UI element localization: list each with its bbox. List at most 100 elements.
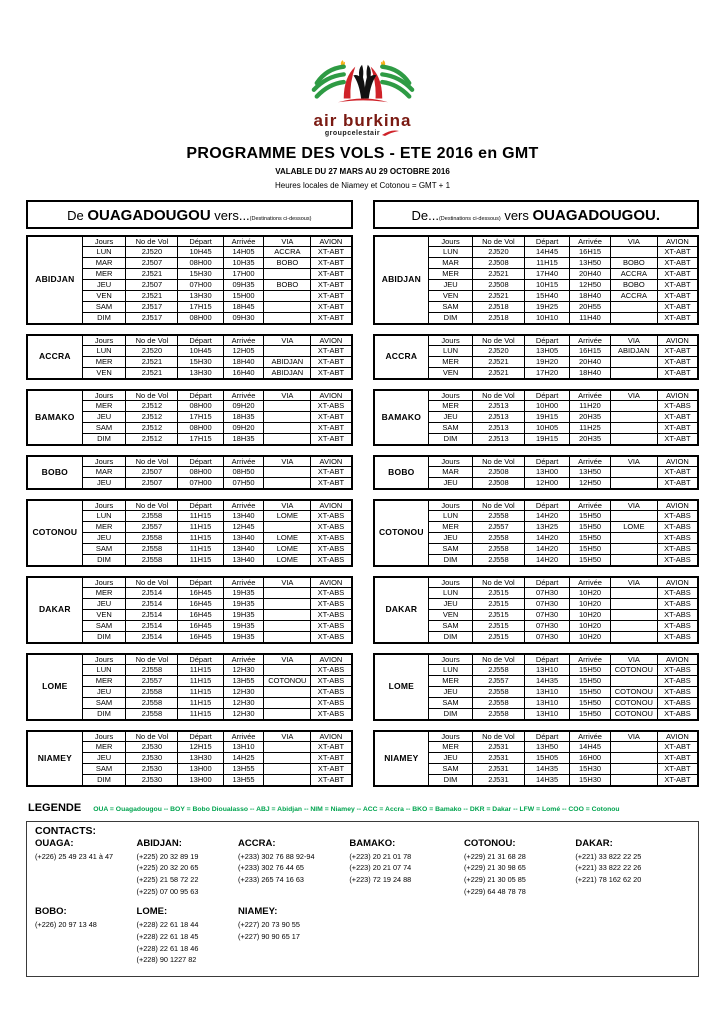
- inbound-table-niamey: NIAMEY Jours No de Vol Départ Arrivée VIA AVIO…: [372, 729, 699, 787]
- column-header: Départ: [177, 653, 224, 665]
- flight-cell: 20H40: [569, 356, 611, 368]
- flight-row: MAR 2J508 13H00 13H50 XT-ABT: [374, 466, 699, 478]
- flight-cell: 14H45: [523, 246, 571, 258]
- flight-cell: 08H00: [177, 257, 224, 269]
- flight-cell: [609, 246, 658, 258]
- flight-cell: 19H15: [523, 411, 571, 423]
- flight-cell: 2J517: [125, 301, 179, 313]
- flight-cell: XT-ABT: [656, 312, 699, 324]
- flight-cell: 12H30: [222, 686, 265, 698]
- flight-cell: JEU: [81, 752, 127, 764]
- flight-cell: 12H50: [569, 477, 611, 489]
- flight-cell: 2J558: [125, 543, 179, 555]
- flight-row: LUN 2J520 13H05 16H15 ABIDJAN XT-ABT: [374, 345, 699, 357]
- flight-cell: 11H15: [177, 697, 224, 709]
- flight-cell: LUN: [81, 246, 127, 258]
- flight-cell: BOBO: [263, 257, 312, 269]
- flight-cell: 07H50: [222, 477, 265, 489]
- contact-phone-number: (+229) 21 30 05 85: [464, 874, 526, 884]
- flight-cell: COTONOU: [609, 686, 658, 698]
- column-header: Arrivée: [569, 653, 611, 665]
- flight-row: JEU 2J530 13H30 14H25 XT-ABT: [27, 752, 352, 764]
- contact-phone-number: (+225) 07 00 95 63: [136, 886, 199, 896]
- schedule-table-cotonou: COTONOU Jours No de Vol Départ Arrivée VIA AVI…: [26, 498, 353, 567]
- flight-cell: 2J521: [125, 367, 179, 379]
- flight-cell: 13H55: [222, 774, 265, 786]
- schedule-table-cotonou: COTONOU Jours No de Vol Départ Arrivée VIA AVI…: [372, 498, 699, 567]
- flight-cell: 19H35: [222, 631, 265, 643]
- flight-cell: 2J520: [471, 246, 525, 258]
- flight-cell: MAR: [81, 257, 127, 269]
- contact-phone-number: (+221) 33 822 22 25: [575, 851, 642, 861]
- heading-text: De: [67, 207, 88, 223]
- inbound-table-abidjan: ABIDJAN Jours No de Vol Départ Arrivée VIA AVI…: [372, 234, 699, 325]
- outbound-table-lome: LOME Jours No de Vol Départ Arrivée VIA AVION L…: [26, 652, 353, 721]
- flight-cell: JEU: [81, 598, 127, 610]
- contact-block: ACCRA: (+233) 302 76 88 92-94 (+233) 302 7…: [238, 838, 349, 898]
- flight-cell: MAR: [428, 257, 473, 269]
- flight-row: VEN 2J514 16H45 19H35 XT-ABS: [27, 609, 352, 621]
- column-header: Jours: [428, 730, 473, 742]
- flight-cell: JEU: [81, 279, 127, 291]
- twin-horses-wings-icon: [311, 60, 414, 103]
- outbound-column: De OUAGADOUGOU vers... (Destinations ci-d…: [26, 199, 353, 796]
- column-header: No de Vol: [125, 576, 179, 588]
- column-header: No de Vol: [125, 499, 179, 511]
- flight-cell: DIM: [81, 774, 127, 786]
- flight-cell: XT-ABS: [310, 620, 352, 632]
- flight-cell: XT-ABT: [656, 356, 699, 368]
- flight-cell: 07H00: [177, 477, 224, 489]
- flight-cell: 07H30: [523, 587, 571, 599]
- destination-label: COTONOU: [26, 499, 83, 566]
- flight-cell: 08H00: [177, 422, 224, 434]
- column-header: AVION: [656, 653, 699, 665]
- flight-cell: SAM: [428, 620, 473, 632]
- flight-cell: 2J558: [471, 697, 525, 709]
- heading-smallprint: (Destinations ci-dessous): [438, 215, 501, 222]
- flight-cell: [263, 609, 312, 621]
- flight-cell: 2J507: [125, 257, 179, 269]
- flight-cell: 14H20: [523, 510, 571, 522]
- flight-cell: SAM: [81, 697, 127, 709]
- column-header: No de Vol: [471, 499, 525, 511]
- column-header: AVION: [310, 499, 352, 511]
- flight-cell: DIM: [428, 312, 473, 324]
- flight-cell: LUN: [428, 246, 473, 258]
- column-header: VIA: [263, 653, 312, 665]
- flight-cell: XT-ABS: [656, 631, 699, 643]
- flight-cell: XT-ABS: [656, 664, 699, 676]
- column-header: Départ: [523, 235, 571, 247]
- column-header: Départ: [177, 389, 224, 401]
- flight-cell: 2J558: [125, 554, 179, 566]
- flight-cell: 13H30: [177, 367, 224, 379]
- column-header: Départ: [177, 235, 224, 247]
- destination-label: BAMAKO: [26, 389, 83, 445]
- column-header: Arrivée: [222, 576, 265, 588]
- flight-cell: 2J513: [471, 400, 525, 412]
- header-row: ACCRA Jours No de Vol Départ Arrivée VIA AVION: [26, 334, 352, 379]
- flight-cell: [609, 532, 658, 544]
- flight-cell: XT-ABT: [656, 433, 699, 445]
- column-header: VIA: [609, 235, 658, 247]
- flight-cell: 15H50: [569, 697, 611, 709]
- contact-city-label: BOBO:: [35, 906, 67, 918]
- flight-cell: 07H30: [523, 620, 571, 632]
- flight-cell: [263, 686, 312, 698]
- schedule-table-bobo: BOBO Jours No de Vol Départ Arrivée VIA AVION M…: [372, 454, 699, 490]
- flight-row: DIM 2J558 14H20 15H50 XT-ABS: [374, 554, 699, 566]
- heading-smallprint: (Destinations ci-dessous): [249, 215, 312, 222]
- flight-cell: BOBO: [263, 279, 312, 291]
- flight-cell: 20H55: [569, 301, 611, 313]
- inbound-column: De... (Destinations ci-dessous) vers OUAG…: [372, 199, 699, 796]
- flight-cell: SAM: [428, 543, 473, 555]
- contact-phone-number: (+225) 20 32 89 19: [136, 851, 199, 861]
- column-header: No de Vol: [471, 653, 525, 665]
- flight-cell: DIM: [428, 708, 473, 720]
- flight-cell: 2J531: [471, 763, 525, 775]
- contact-city-label: COTONOU:: [464, 837, 516, 849]
- column-header: VIA: [609, 730, 658, 742]
- flight-cell: XT-ABS: [310, 664, 352, 676]
- flight-row: JEU 2J508 10H15 12H50 BOBO XT-ABT: [374, 279, 699, 291]
- flight-cell: LOME: [609, 521, 658, 533]
- flight-cell: 12H05: [222, 345, 265, 357]
